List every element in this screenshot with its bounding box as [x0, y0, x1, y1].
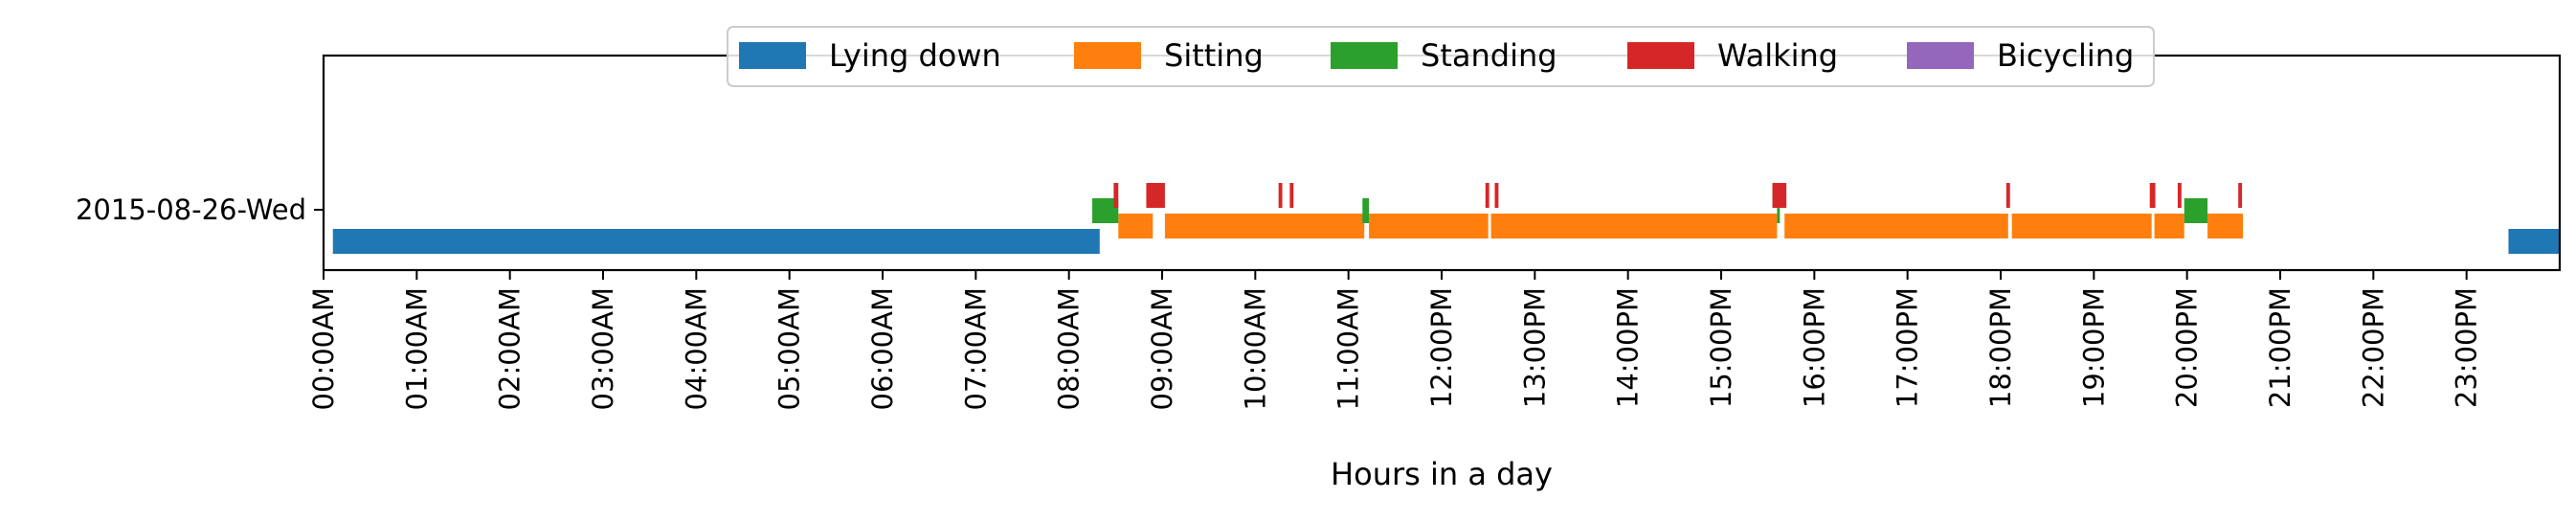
bar-walking [2177, 183, 2182, 208]
x-tick-label: 03:00AM [587, 287, 619, 410]
x-tick-label: 02:00AM [494, 287, 526, 410]
bar-lying-down [332, 229, 1100, 254]
y-tick-label: 2015-08-26-Wed [76, 193, 306, 226]
bar-walking [1772, 183, 1787, 208]
legend-label-walking: Walking [1717, 37, 1838, 74]
x-tick-label: 10:00AM [1239, 287, 1271, 410]
x-axis-ticks: 00:00AM 01:00AM 02:00AM 03:00AM 04:00AM 05:00… [307, 270, 2483, 410]
bar-walking [1485, 183, 1490, 208]
bar-sitting [2207, 214, 2244, 238]
bar-sitting [1118, 214, 1154, 238]
bar-walking [2005, 183, 2010, 208]
x-tick-label: 06:00AM [866, 287, 899, 410]
x-tick-label: 12:00PM [1425, 287, 1458, 408]
legend-swatch-bicycling [1907, 42, 1974, 69]
x-tick-label: 05:00AM [773, 287, 806, 410]
legend-label-standing: Standing [1421, 37, 1557, 74]
bar-walking [1113, 183, 1119, 208]
bar-lying-down [2508, 229, 2560, 254]
legend-label-sitting: Sitting [1164, 37, 1264, 74]
bar-walking [2149, 183, 2156, 208]
x-tick-label: 07:00AM [959, 287, 992, 410]
x-tick-label: 11:00AM [1333, 287, 1365, 410]
bar-standing [2184, 198, 2208, 223]
x-tick-label: 20:00PM [2171, 287, 2204, 408]
x-tick-label: 09:00AM [1146, 287, 1178, 410]
x-tick-label: 21:00PM [2264, 287, 2296, 408]
legend: Lying down Sitting Standing Walking Bicyclin… [727, 26, 2155, 87]
bar-walking [1146, 183, 1165, 208]
x-tick-label: 22:00PM [2357, 287, 2389, 408]
legend-label-bicycling: Bicycling [1997, 37, 2134, 74]
x-tick-label: 23:00PM [2451, 287, 2483, 408]
bar-walking [2238, 183, 2243, 208]
bar-sitting [2154, 214, 2184, 238]
bar-walking [1278, 183, 1283, 208]
bars-layer [332, 183, 2560, 254]
bar-sitting [1784, 214, 2008, 238]
x-tick-label: 14:00PM [1612, 287, 1645, 408]
bar-sitting [1369, 214, 1489, 238]
legend-swatch-sitting [1074, 42, 1141, 69]
bar-walking [1494, 183, 1499, 208]
legend-swatch-walking [1627, 42, 1694, 69]
x-tick-label: 16:00PM [1798, 287, 1830, 408]
bar-sitting [2011, 214, 2152, 238]
legend-swatch-lying-down [739, 42, 806, 69]
x-tick-label: 18:00PM [1984, 287, 2017, 408]
x-tick-label: 04:00AM [680, 287, 712, 410]
x-tick-label: 01:00AM [400, 287, 433, 410]
bar-standing [1362, 198, 1370, 223]
x-tick-label: 08:00AM [1053, 287, 1086, 410]
x-tick-label: 17:00PM [1892, 287, 1924, 408]
bar-sitting [1164, 214, 1365, 238]
bar-standing [1777, 198, 1781, 223]
x-tick-label: 00:00AM [307, 287, 340, 410]
x-axis-label: Hours in a day [1331, 456, 1553, 492]
x-tick-label: 19:00PM [2077, 287, 2110, 408]
legend-swatch-standing [1331, 42, 1398, 69]
legend-label-lying-down: Lying down [829, 37, 1001, 74]
bar-sitting [1490, 214, 1778, 238]
y-axis-ticks: 2015-08-26-Wed [76, 193, 324, 226]
legend-frame [727, 26, 2155, 87]
x-tick-label: 13:00PM [1518, 287, 1551, 408]
x-tick-label: 15:00PM [1705, 287, 1737, 408]
bar-walking [1289, 183, 1294, 208]
